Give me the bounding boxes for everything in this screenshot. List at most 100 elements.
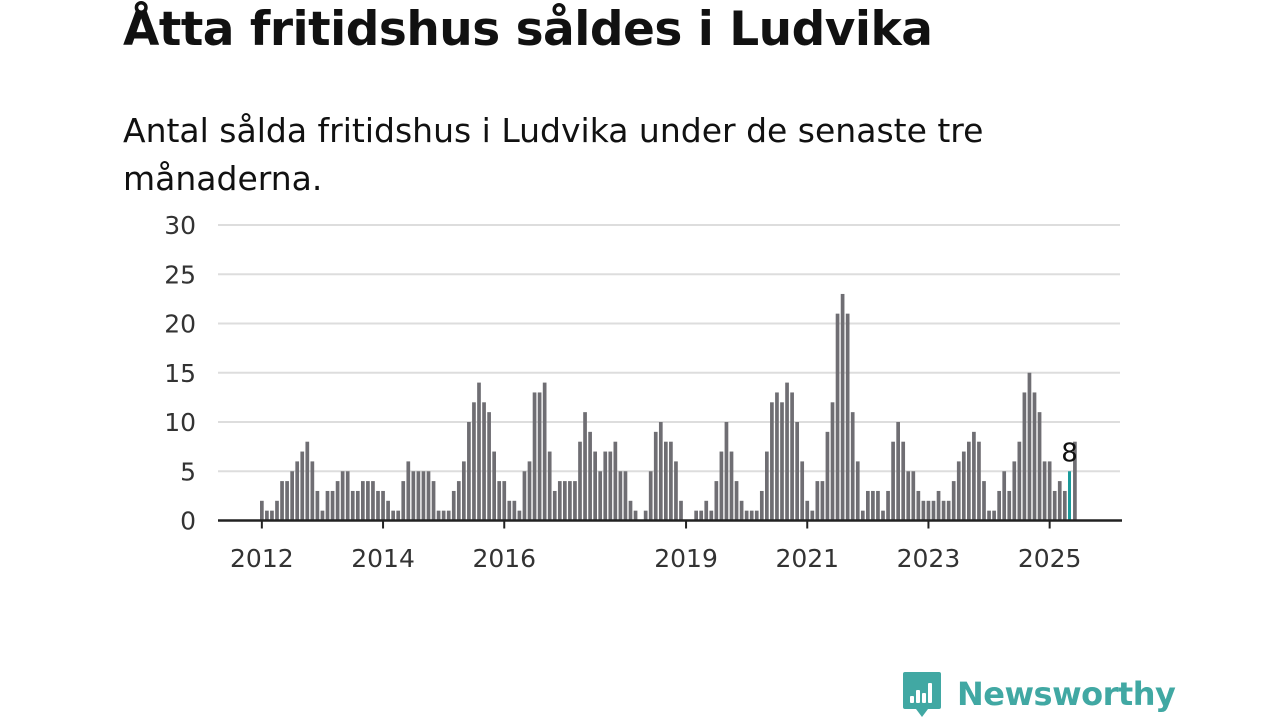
bar: [502, 481, 507, 521]
bar: [1027, 372, 1032, 521]
bar: [987, 510, 991, 521]
bar: [911, 471, 916, 521]
x-axis-labels: 2012 2014 2016 2019 2021 2023 2025: [230, 544, 1081, 573]
bar: [482, 402, 486, 521]
y-tick-label: 15: [164, 359, 196, 388]
bar: [588, 431, 592, 521]
bar: [396, 510, 401, 521]
bar: [578, 441, 582, 521]
bar: [431, 481, 436, 521]
bar: [1057, 481, 1062, 521]
bar: [805, 500, 810, 521]
bar: [956, 461, 961, 521]
bar: [734, 481, 739, 521]
bar: [537, 392, 542, 521]
bar-highlight: [1068, 471, 1071, 521]
bar: [664, 441, 668, 521]
bar: [1017, 441, 1022, 521]
bar: [800, 461, 805, 521]
bar: [411, 471, 416, 521]
bar: [780, 402, 784, 521]
bar: [855, 461, 860, 521]
annotations: 8: [1061, 438, 1078, 468]
bar: [1042, 461, 1047, 521]
bar: [916, 490, 921, 521]
bar: [436, 510, 441, 521]
highlight-value-label: 8: [1061, 438, 1078, 468]
bar: [951, 481, 956, 521]
bar: [598, 471, 603, 521]
bar: [967, 441, 971, 521]
bar: [265, 510, 269, 521]
bar: [679, 500, 683, 521]
bar: [623, 471, 628, 521]
bar: [840, 293, 845, 521]
x-tick-label: 2016: [472, 544, 536, 573]
bar: [547, 451, 552, 521]
bar: [704, 500, 709, 521]
x-tick-label: 2021: [775, 544, 839, 573]
bar: [381, 490, 385, 521]
bar: [886, 490, 890, 521]
bar: [330, 490, 335, 521]
x-tick-label: 2019: [654, 544, 718, 573]
bar: [961, 451, 966, 521]
bar: [593, 451, 597, 521]
y-tick-label: 5: [180, 457, 196, 486]
bar: [709, 510, 714, 521]
bar: [941, 500, 946, 521]
bar: [775, 392, 779, 521]
bar: [871, 490, 875, 521]
bar: [997, 490, 1001, 521]
bar: [568, 481, 572, 521]
bar: [694, 510, 698, 521]
bar: [542, 382, 547, 521]
bar: [456, 481, 461, 521]
y-tick-label: 30: [164, 211, 196, 240]
bar: [467, 422, 471, 521]
bar: [361, 481, 365, 521]
x-tick-label: 2025: [1018, 544, 1082, 573]
y-tick-label: 20: [164, 310, 196, 339]
bar: [936, 490, 941, 521]
bar: [563, 481, 567, 521]
bars: [260, 293, 1077, 521]
x-tick-label: 2012: [230, 544, 294, 573]
bar: [830, 402, 835, 521]
bar-chart-speech-bubble-icon: [903, 672, 941, 717]
bar: [350, 490, 355, 521]
bar: [931, 500, 936, 521]
bar: [648, 471, 653, 521]
x-tick-label: 2023: [897, 544, 961, 573]
bar: [850, 412, 855, 521]
bar: [860, 510, 865, 521]
bar: [1037, 412, 1042, 521]
y-axis-labels: 0 5 10 15 20 25 30: [164, 211, 196, 536]
bar: [1052, 490, 1057, 521]
bar: [992, 510, 996, 521]
bar: [497, 481, 502, 521]
bar: [674, 461, 678, 521]
x-axis: [218, 519, 1122, 529]
bar: [522, 471, 527, 521]
bar: [1007, 490, 1012, 521]
bar: [1022, 392, 1027, 521]
bar: [835, 313, 840, 521]
bar: [421, 471, 426, 521]
bar: [492, 451, 496, 521]
bar: [320, 510, 325, 521]
bar: [881, 510, 885, 521]
x-tick-label: 2014: [351, 544, 415, 573]
bar: [441, 510, 446, 521]
bar: [891, 441, 895, 521]
bar: [517, 510, 522, 521]
bar: [315, 490, 320, 521]
bar: [739, 500, 744, 521]
bar: [633, 510, 638, 521]
bar: [507, 500, 512, 521]
bar: [921, 500, 926, 521]
bar: [658, 422, 663, 521]
brand-name: Newsworthy: [957, 675, 1176, 713]
bar: [724, 422, 729, 521]
